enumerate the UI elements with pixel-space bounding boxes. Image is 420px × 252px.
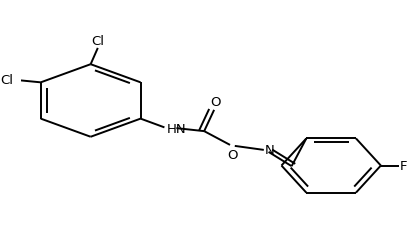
Text: Cl: Cl: [91, 35, 104, 47]
Text: N: N: [265, 143, 275, 156]
Text: F: F: [400, 160, 407, 172]
Text: HN: HN: [166, 123, 186, 136]
Text: O: O: [210, 96, 220, 108]
Text: Cl: Cl: [0, 74, 13, 87]
Text: O: O: [227, 148, 237, 161]
